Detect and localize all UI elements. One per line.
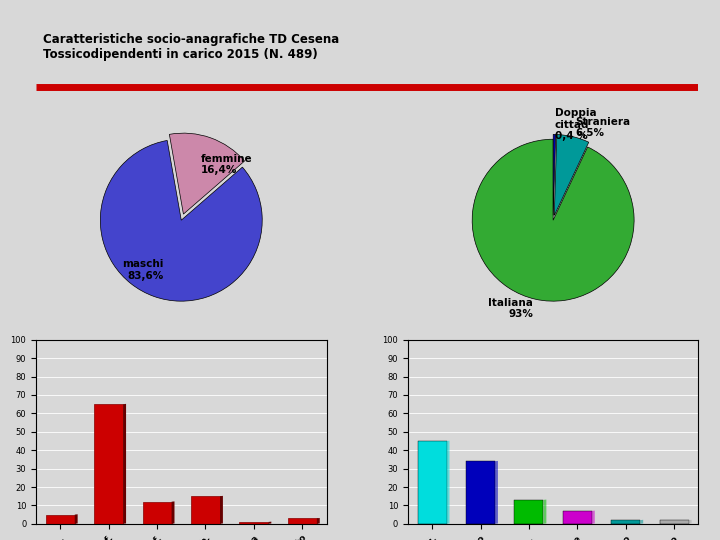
Bar [45,515,75,524]
Bar [413,524,693,529]
Polygon shape [317,518,320,524]
Wedge shape [100,140,262,301]
Wedge shape [553,134,556,215]
Bar [660,520,689,524]
Bar [288,518,317,524]
Polygon shape [640,520,643,524]
Text: Caratteristiche socio-anagrafiche TD Cesena
Tossicodipendenti in carico 2015 (N.: Caratteristiche socio-anagrafiche TD Ces… [42,33,339,61]
Polygon shape [75,514,78,524]
Polygon shape [495,461,498,524]
Bar [514,500,544,524]
Text: Italiana
93%: Italiana 93% [488,298,534,320]
Bar [94,404,123,524]
Bar [239,522,269,524]
Polygon shape [689,520,692,524]
Bar [418,441,446,524]
Polygon shape [446,441,449,524]
Text: femmine
16,4%: femmine 16,4% [201,154,253,176]
Polygon shape [269,522,271,524]
Wedge shape [472,139,634,301]
Bar [563,511,592,524]
Bar [41,524,322,529]
Polygon shape [592,511,595,524]
Text: Doppia
cittad
0,4 %: Doppia cittad 0,4 % [554,108,596,141]
Polygon shape [220,496,223,524]
Wedge shape [169,133,245,214]
Bar [466,461,495,524]
Bar [191,496,220,524]
Bar [611,520,640,524]
Text: Straniera
6,5%: Straniera 6,5% [575,117,631,138]
Text: maschi
83,6%: maschi 83,6% [122,259,163,281]
Polygon shape [123,404,126,524]
Polygon shape [171,501,174,524]
Bar [143,502,171,524]
Wedge shape [554,134,589,215]
Polygon shape [544,500,546,524]
